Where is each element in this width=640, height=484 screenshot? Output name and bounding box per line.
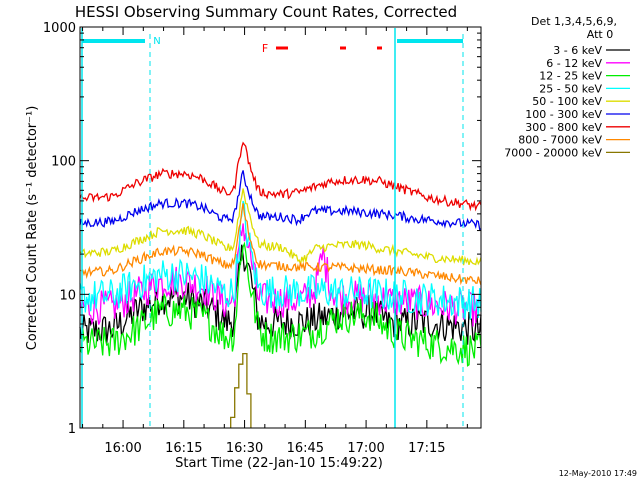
night-label: N [153, 36, 160, 47]
x-tick-label: 17:15 [408, 441, 445, 456]
series-line-7000-20000-kev [230, 352, 252, 428]
series-line-12-25-kev [79, 241, 482, 367]
legend-label-800-7000-kev: 800 - 7000 keV [518, 134, 602, 147]
y-tick-label: 100 [51, 155, 76, 170]
series-line-300-800-kev [79, 141, 482, 212]
legend-label-100-300-kev: 100 - 300 keV [525, 108, 602, 121]
y-tick-label: 1000 [43, 21, 76, 36]
legend-label-25-50-kev: 25 - 50 keV [539, 82, 602, 95]
x-axis-label: Start Time (22-Jan-10 15:49:22) [175, 456, 383, 471]
legend-header-line-1: Det 1,3,4,5,6,9, [531, 15, 617, 28]
legend-label-300-800-kev: 300 - 800 keV [525, 121, 602, 134]
x-tick-label: 16:45 [287, 441, 324, 456]
legend-label-7000-20000-kev: 7000 - 20000 keV [504, 146, 602, 159]
axis-layer: 16:00 16:15 16:30 16:45 17:00 17:15 1 10 100 1000 [43, 21, 481, 456]
legend-header-line-2: Att 0 [587, 28, 613, 41]
legend-label-6-12-kev: 6 - 12 keV [546, 57, 602, 70]
series-layer [79, 141, 482, 428]
series-line-6-12-kev [79, 223, 482, 327]
series-line-800-7000-kev [79, 203, 482, 286]
legend-label-12-25-kev: 12 - 25 keV [539, 70, 602, 83]
x-tick-label: 16:00 [104, 441, 141, 456]
flare-label: F [262, 42, 268, 55]
footer-date: 12-May-2010 17:49 [559, 469, 637, 478]
series-line-100-300-kev [79, 170, 482, 231]
y-tick-label: 10 [59, 288, 76, 303]
legend-label-3-6-kev: 3 - 6 keV [553, 44, 602, 57]
legend-label-50-100-kev: 50 - 100 keV [532, 95, 602, 108]
x-tick-label: 16:15 [165, 441, 202, 456]
chart-title: HESSI Observing Summary Count Rates, Cor… [75, 3, 457, 21]
overlay-layer: NF [81, 28, 464, 428]
y-tick-label: 1 [68, 422, 76, 437]
x-tick-label: 17:00 [347, 441, 384, 456]
series-line-25-50-kev [79, 200, 482, 320]
series-line-50-100-kev [79, 188, 482, 266]
plot-frame [79, 26, 482, 429]
x-tick-label: 16:30 [226, 441, 263, 456]
y-axis-label: Corrected Count Rate (s⁻¹ detector⁻¹) [25, 106, 40, 351]
